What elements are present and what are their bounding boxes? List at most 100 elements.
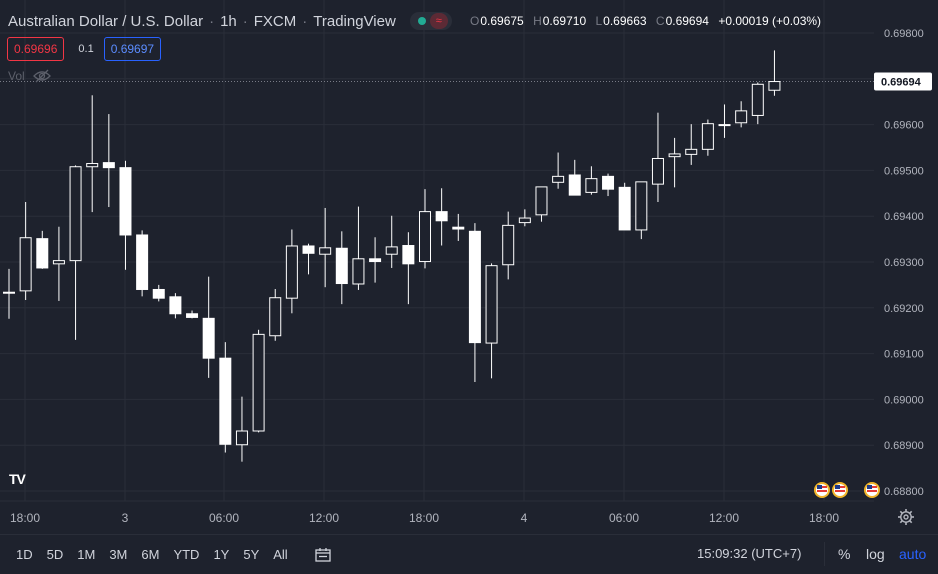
candle-body (136, 234, 149, 290)
candle-body (102, 162, 115, 169)
auto-scale-button[interactable]: auto (899, 546, 927, 562)
low-label: L (595, 14, 603, 28)
candle (452, 213, 465, 241)
candle-body (3, 291, 15, 294)
candle-body (468, 230, 481, 344)
range-button-6m[interactable]: 6M (141, 547, 160, 562)
candle-body (302, 245, 315, 254)
candle (419, 189, 431, 269)
y-tick-label: 0.69200 (884, 303, 924, 315)
candles (3, 50, 781, 462)
range-button-1d[interactable]: 1D (16, 547, 33, 562)
market-status[interactable]: ≈ (409, 12, 452, 30)
flag-icon (814, 482, 830, 498)
candle-body (352, 258, 365, 285)
candle-body (635, 181, 648, 231)
legend-separator: · (242, 12, 248, 30)
range-button-5d[interactable]: 5D (46, 547, 64, 562)
range-button-all[interactable]: All (273, 547, 288, 562)
gear-icon[interactable] (897, 508, 915, 526)
chart-legend: Australian Dollar / U.S. Dollar · 1h · F… (8, 10, 452, 32)
symbol-name[interactable]: Australian Dollar / U.S. Dollar (8, 12, 204, 30)
y-tick-label: 0.69400 (884, 211, 924, 223)
flag-stripe (835, 490, 845, 492)
candle (518, 209, 531, 227)
flag-stripe (817, 490, 827, 492)
candle (768, 50, 781, 96)
candle (152, 284, 165, 302)
bottom-toolbar: 1D 5D 1M 3M 6M YTD 1Y 5Y All 15:09:32 (U… (0, 534, 938, 574)
candle (169, 293, 182, 319)
range-button-1y[interactable]: 1Y (213, 547, 230, 562)
y-tick-label: 0.69300 (884, 257, 924, 269)
candle (302, 243, 315, 275)
range-button-1m[interactable]: 1M (77, 547, 96, 562)
candle (468, 223, 481, 382)
candle-body (86, 163, 99, 168)
candle-body (518, 217, 531, 224)
candle-body (36, 238, 49, 269)
flag-icon (864, 482, 880, 498)
candle-body (186, 313, 199, 318)
eye-hidden-icon[interactable] (32, 69, 51, 83)
x-tick-label: 18:00 (409, 511, 439, 525)
tradingview-logo[interactable]: TV (9, 471, 26, 487)
buy-button[interactable]: 0.69697 (103, 37, 162, 61)
candle-body (202, 317, 215, 359)
candle-body (552, 175, 565, 183)
sell-button[interactable]: 0.69696 (7, 37, 65, 61)
candle-body (402, 245, 415, 265)
legend-separator: · (209, 12, 215, 30)
price-chart[interactable]: 0.698000.697000.696000.695000.694000.693… (0, 0, 938, 534)
quote-panel: 0.69696 0.1 0.69697 (7, 37, 162, 61)
candle (352, 206, 365, 290)
candle-body (385, 246, 398, 255)
candle (635, 181, 648, 240)
candle-body (319, 247, 332, 255)
range-button-ytd[interactable]: YTD (173, 547, 200, 562)
y-tick-label: 0.69600 (884, 120, 924, 132)
y-tick-label: 0.69500 (884, 165, 924, 177)
range-button-5y[interactable]: 5Y (243, 547, 260, 562)
x-tick-label: 06:00 (209, 511, 239, 525)
candle (235, 396, 248, 462)
x-tick-label: 12:00 (309, 511, 339, 525)
candle (435, 188, 448, 246)
candle-body (718, 124, 731, 127)
percent-scale-button[interactable]: % (838, 546, 851, 562)
candle-body (502, 224, 515, 266)
toolbar-divider (824, 542, 825, 566)
candle-body (169, 296, 182, 315)
date-range-icon[interactable] (314, 547, 332, 563)
green-dot-icon (417, 17, 426, 25)
log-scale-button[interactable]: log (866, 546, 885, 562)
x-tick-label: 12:00 (709, 511, 739, 525)
last-price-badge (874, 72, 932, 91)
flag-canton (867, 485, 872, 489)
candle (319, 207, 332, 288)
candle-body (452, 226, 465, 230)
candle (52, 226, 65, 301)
candle-body (685, 148, 698, 155)
candle (502, 211, 515, 280)
x-tick-label: 18:00 (10, 511, 40, 525)
candle (735, 101, 748, 128)
candle (485, 263, 498, 379)
symbol-source: TradingView (313, 12, 396, 30)
y-tick-label: 0.68900 (884, 440, 924, 452)
wave-icon: ≈ (429, 13, 448, 29)
high-label: H (533, 14, 542, 28)
event-flags (814, 482, 880, 498)
symbol-interval[interactable]: 1h (220, 12, 237, 30)
candle-body (651, 157, 664, 185)
candle-body (335, 247, 348, 285)
candle (602, 173, 615, 197)
candle (402, 232, 415, 305)
price-axis: 0.698000.697000.696000.695000.694000.693… (874, 28, 932, 498)
candle (3, 268, 15, 319)
x-tick-label: 06:00 (609, 511, 639, 525)
candle (69, 165, 82, 340)
clock-timezone[interactable]: 15:09:32 (UTC+7) (697, 546, 802, 561)
candle-body (235, 430, 248, 446)
range-button-3m[interactable]: 3M (109, 547, 128, 562)
